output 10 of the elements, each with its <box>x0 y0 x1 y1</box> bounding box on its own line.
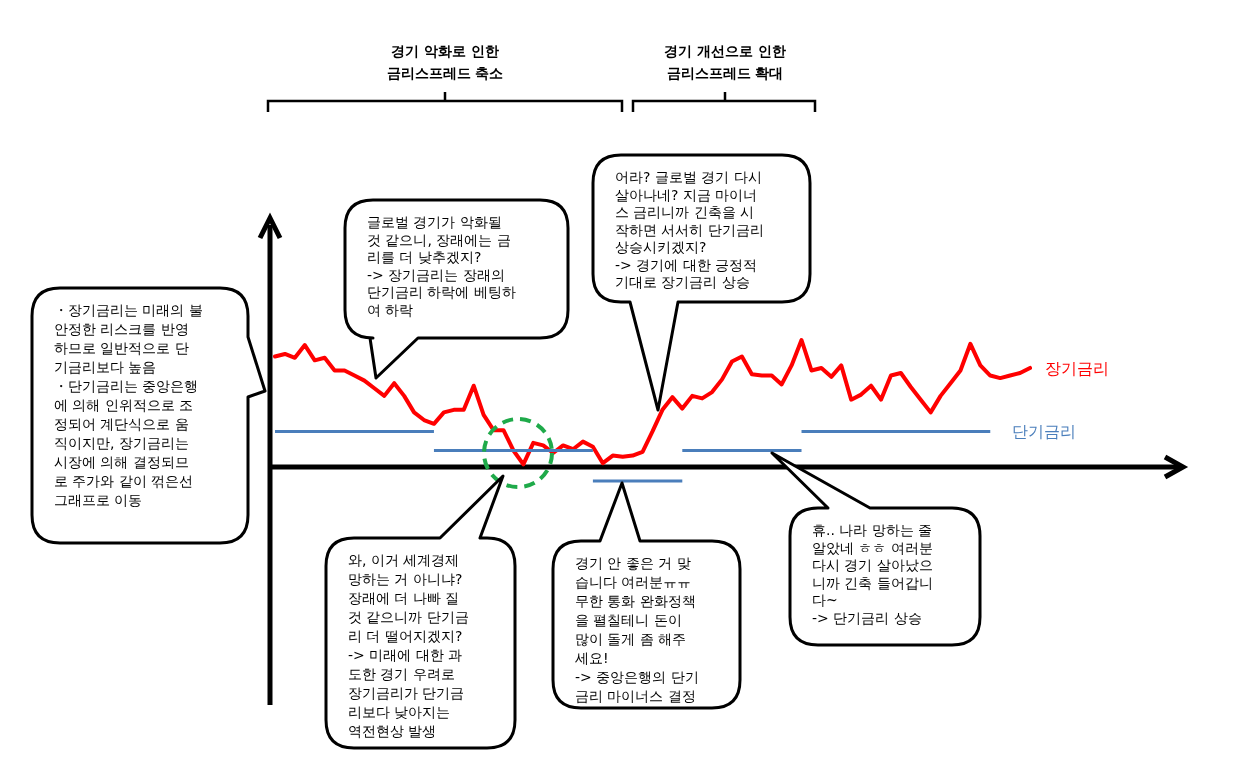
text: 휴.. 나라 망하는 줄 알았네 ㅎㅎ 여러분 다시 경기 살아났으 니까 긴축 들어갑니 다~ -> 단기금리 상승 <box>812 522 933 626</box>
text: 경기 안 좋은 거 맞 습니다 여러분ㅠㅠ 무한 통화 완화정책 을 펼칠테니 돈이 많이 돌게 좀 해주 세요! -> 중앙은행의 단기 금리 마이너스 결정 <box>575 555 699 704</box>
series-label: 장기금리 <box>1045 358 1109 378</box>
text: 어라? 글로벌 경기 다시 살아나네? 지금 마이너 스 금리니까 긴축을 시 작하면 서서히 단기금리 상승시키겠지? -> 경기에 대한 긍정적 기대로 장기금리 상승 <box>615 169 764 290</box>
series-label: 단기금리 <box>1012 422 1077 442</box>
text: 경기 개선으로 인한 금리스프레드 확대 <box>664 43 786 81</box>
text: 와, 이거 세계경제 망하는 거 아니냐? 장래에 더 나빠 질 것 같으니까 단기금 리 더 떨어지겠지? -> 미래에 대한 과 도한 경기 우려로 장기금리가 단기금 리보다 낮아지는 역전현상 발생 <box>348 552 469 739</box>
text: 경기 악화로 인한 금리스프레드 축소 <box>386 43 504 81</box>
text: 글로벌 경기가 악화될 것 같으니, 장래에는 금 리를 더 낮추겠지? -> 장기금리는 장래의 단기금리 하락에 베팅하 여 하락 <box>367 214 516 318</box>
text: ・장기금리는 미래의 불 안정한 리스크를 반영 하므로 일반적으로 단 기금리보다 높음 ・단기금리는 중앙은행 에 의해 인위적으로 조 정되어 계단식으로 움 직이지만, 장기금리는 시장에 의해 결정되므 로 주가와 같이 꺾은선 그래프로 이동 <box>54 302 203 508</box>
